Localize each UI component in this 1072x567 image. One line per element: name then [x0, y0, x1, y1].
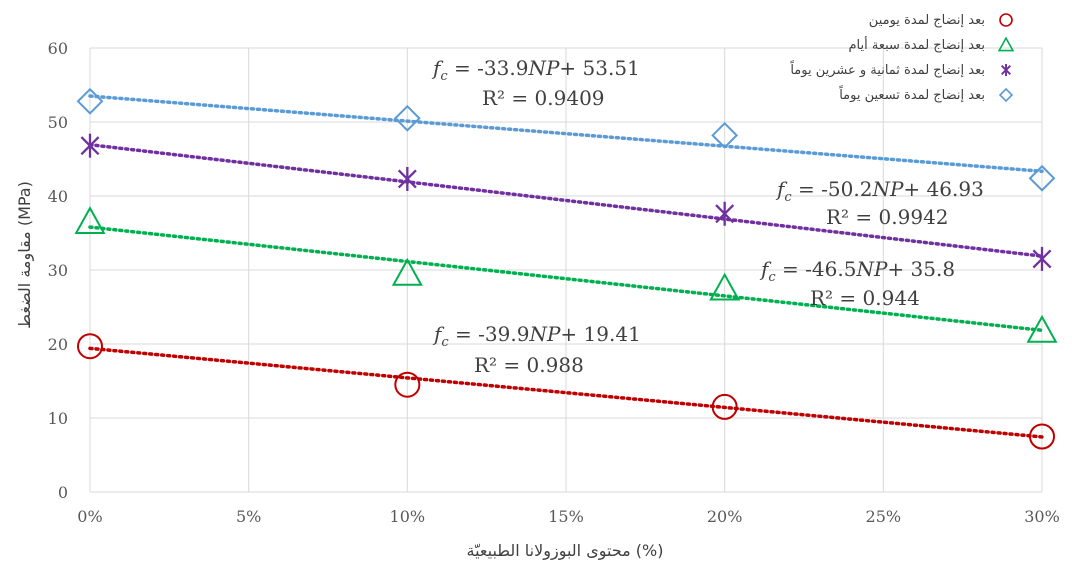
y-tick-label: 10 [48, 409, 68, 428]
x-axis-title: محتوى البوزولانا الطبيعيّة (%) [466, 541, 663, 561]
x-tick-label: 5% [236, 507, 261, 526]
y-tick-label: 60 [48, 39, 68, 58]
y-tick-label: 0 [58, 483, 68, 502]
data-point-diamond [711, 121, 739, 149]
legend-marker-diamond [998, 87, 1014, 103]
x-tick-label: 20% [707, 507, 743, 526]
y-tick-label: 20 [48, 335, 68, 354]
x-tick-label: 25% [866, 507, 902, 526]
data-point-circle [77, 333, 103, 360]
r-squared-label: R² = 0.9942 [826, 205, 949, 229]
data-point-asterisk [715, 201, 735, 226]
data-point-triangle [709, 272, 741, 301]
legend-label: بعد إنضاج لمدة ثمانية و عشرين يوماً [790, 60, 985, 78]
legend-label: بعد إنضاج لمدة سبعة أيام [848, 36, 985, 53]
legend-label: بعد إنضاج لمدة يومين [869, 13, 985, 28]
trendlines [88, 94, 1044, 439]
r-squared-label: R² = 0.9409 [482, 86, 605, 110]
legend-item: بعد إنضاج لمدة ثمانية و عشرين يوماً [790, 60, 1011, 78]
x-tick-label: 0% [77, 507, 102, 526]
trendline [88, 225, 1044, 333]
y-tick-label: 40 [48, 187, 68, 206]
trendline [88, 94, 1044, 174]
legend-item: بعد إنضاج لمدة تسعين يوماً [839, 85, 1014, 103]
data-point-asterisk [80, 133, 100, 158]
ticks: 0% 5% 10% 15% 20% 25% 30% 0 10 20 30 40 50 60 [48, 39, 1060, 526]
trend-equation: fc = -33.9NP+ 53.51 [431, 56, 640, 84]
r-squared-label: R² = 0.944 [810, 286, 920, 310]
legend-marker-asterisk [1001, 64, 1011, 76]
grid [89, 47, 1043, 493]
data-point-circle [711, 393, 738, 420]
trend-equation: fc = -50.2NP+ 46.93 [775, 177, 984, 205]
trend-equation: fc = -46.5NP+ 35.8 [759, 257, 955, 285]
data-point-circle [394, 371, 421, 398]
data-point-triangle [391, 257, 423, 286]
markers [74, 87, 1058, 450]
trendline [88, 346, 1044, 439]
legend-label: بعد إنضاج لمدة تسعين يوماً [839, 85, 985, 103]
data-point-circle [1029, 423, 1055, 450]
r-squared-label: R² = 0.988 [474, 353, 584, 377]
data-point-diamond [76, 87, 104, 115]
data-point-asterisk [1032, 246, 1052, 271]
y-tick-label: 30 [48, 261, 68, 280]
trend-equation: fc = -39.9NP+ 19.41 [432, 322, 641, 350]
annotations: fc = -39.9NP+ 19.41 R² = 0.988 fc = -46.5N… [431, 56, 984, 377]
legend-item: بعد إنضاج لمدة سبعة أيام [848, 36, 1015, 53]
x-tick-label: 10% [390, 507, 426, 526]
y-tick-label: 50 [48, 113, 68, 132]
legend-marker-triangle [997, 36, 1015, 52]
x-tick-label: 30% [1024, 507, 1060, 526]
data-point-diamond [393, 104, 421, 132]
data-point-triangle [74, 206, 106, 234]
trendline [88, 142, 1044, 258]
y-axis-title: مقاومة الضغط (MPa) [15, 181, 35, 329]
data-point-asterisk [397, 166, 417, 191]
data-point-triangle [1026, 314, 1058, 343]
x-tick-label: 15% [548, 507, 584, 526]
legend: بعد إنضاج لمدة يومين بعد إنضاج لمدة سبعة … [790, 13, 1015, 103]
legend-marker-circle [999, 13, 1013, 27]
legend-item: بعد إنضاج لمدة يومين [869, 13, 1013, 28]
data-point-diamond [1028, 164, 1056, 192]
